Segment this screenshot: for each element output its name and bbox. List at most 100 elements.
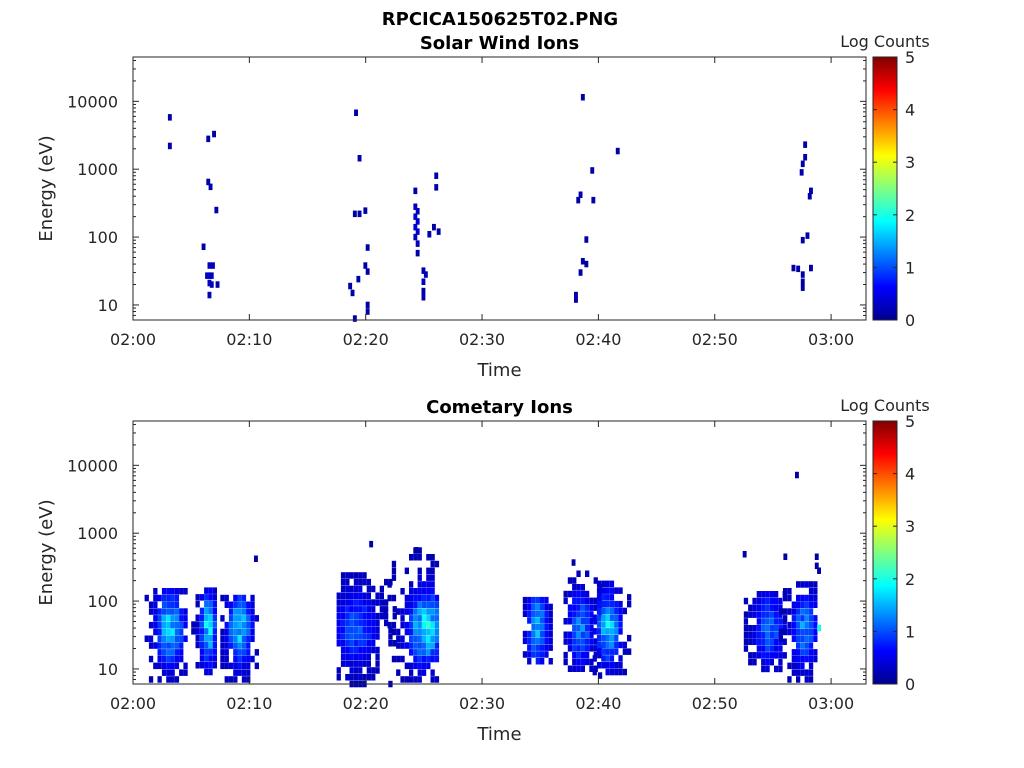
data-cell <box>375 599 380 606</box>
data-cell <box>421 615 427 622</box>
data-cell <box>756 597 761 605</box>
data-cell <box>353 660 359 667</box>
data-cell <box>392 612 397 620</box>
data-cell <box>179 649 184 656</box>
data-cell <box>237 635 242 642</box>
data-point <box>800 278 805 285</box>
data-cell <box>375 612 380 620</box>
data-cell <box>199 641 205 649</box>
data-cell <box>174 635 180 642</box>
data-point <box>167 142 172 150</box>
data-cell <box>228 635 234 642</box>
data-cell <box>362 606 367 613</box>
panel-title: Cometary Ions <box>426 397 573 418</box>
data-cell <box>434 628 440 636</box>
data-cell <box>371 599 376 606</box>
data-cell <box>336 640 341 647</box>
data-cell <box>208 607 213 615</box>
data-cell <box>778 645 783 652</box>
data-cell <box>413 608 418 615</box>
data-cell <box>246 628 251 636</box>
data-point <box>423 271 428 278</box>
data-cell <box>774 665 779 673</box>
data-cell <box>605 614 610 621</box>
data-cell <box>618 655 623 662</box>
x-tick-label: 03:00 <box>808 694 854 713</box>
data-point <box>791 264 796 272</box>
colorbar <box>872 56 898 321</box>
data-cell <box>800 628 805 636</box>
data-cell <box>609 580 615 588</box>
data-cell <box>250 594 255 602</box>
data-cell <box>358 585 363 593</box>
data-cell <box>212 600 217 608</box>
data-cell <box>572 611 577 618</box>
data-cell <box>166 588 171 595</box>
data-cell <box>358 646 363 654</box>
data-cell <box>179 642 184 649</box>
data-cell <box>233 676 238 683</box>
data-cell <box>540 617 545 624</box>
data-cell <box>413 655 418 663</box>
data-cell <box>567 604 573 611</box>
data-cell <box>166 601 171 608</box>
data-cell <box>409 642 414 649</box>
data-cell <box>596 648 602 655</box>
data-cell <box>592 668 597 676</box>
data-cell <box>765 631 770 639</box>
data-cell <box>572 584 577 591</box>
data-cell <box>576 658 581 666</box>
data-cell <box>609 594 615 601</box>
data-point <box>254 555 258 562</box>
data-cell <box>791 655 796 663</box>
data-cell <box>228 676 234 683</box>
data-cell <box>353 653 359 661</box>
data-cell <box>576 624 581 632</box>
data-cell <box>362 660 367 667</box>
data-cell <box>605 600 610 608</box>
data-cell <box>540 658 545 665</box>
colorbar-tick-label: 5 <box>905 48 915 67</box>
data-cell <box>434 608 440 615</box>
data-cell <box>161 649 167 656</box>
data-cell <box>434 655 440 663</box>
data-cell <box>179 608 184 615</box>
data-cell <box>576 590 581 598</box>
data-cell <box>388 626 393 633</box>
data-cell <box>204 607 209 615</box>
x-axis-label: Time <box>476 360 521 381</box>
colorbar <box>872 420 898 685</box>
data-cell <box>527 596 532 604</box>
data-cell <box>366 592 371 599</box>
data-cell <box>804 676 809 683</box>
data-cell <box>804 621 809 629</box>
data-cell <box>157 642 162 649</box>
data-cell <box>618 587 623 594</box>
data-cell <box>796 608 801 615</box>
data-point <box>365 244 370 251</box>
data-cell <box>362 599 367 606</box>
data-cell <box>605 607 610 615</box>
data-cell <box>430 608 435 615</box>
data-cell <box>353 667 359 674</box>
data-cell <box>778 652 783 659</box>
data-cell <box>174 642 180 649</box>
data-cell <box>808 676 814 683</box>
data-cell <box>756 611 761 618</box>
data-cell <box>366 606 371 613</box>
data-cell <box>241 669 247 676</box>
data-cell <box>756 618 761 625</box>
data-cell <box>627 648 632 655</box>
data-cell <box>204 600 209 608</box>
data-cell <box>434 642 440 649</box>
data-cell <box>204 594 209 601</box>
data-cell <box>409 601 414 608</box>
data-cell <box>166 662 171 670</box>
data-cell <box>522 603 528 611</box>
data-cell <box>371 674 376 681</box>
x-tick-label: 02:30 <box>459 330 505 349</box>
data-cell <box>596 641 602 649</box>
data-point <box>215 281 220 288</box>
data-cell <box>166 642 171 649</box>
data-cell <box>430 621 435 629</box>
